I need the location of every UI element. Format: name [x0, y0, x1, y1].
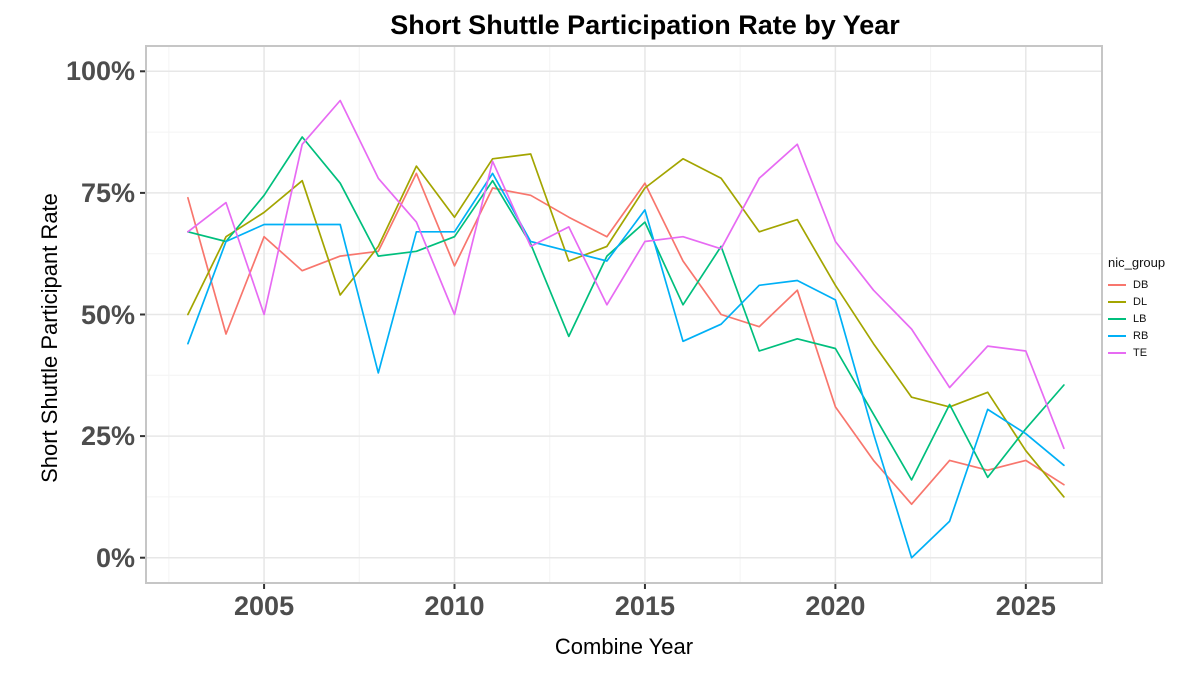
series-line-RB — [187, 172, 1065, 559]
legend-label: LB — [1133, 312, 1147, 325]
legend-item-LB: LB — [1108, 310, 1165, 327]
legend-key-line-DL — [1108, 300, 1126, 303]
legend-label: TE — [1133, 346, 1148, 359]
legend-key-line-RB — [1108, 334, 1126, 337]
panel-border — [145, 45, 1103, 584]
legend-item-TE: TE — [1108, 344, 1165, 361]
legend-title: nic_group — [1108, 255, 1166, 270]
x-tick-label: 2005 — [234, 591, 295, 621]
legend-item-DL: DL — [1108, 293, 1165, 310]
legend-key-line-TE — [1108, 351, 1126, 354]
legend-label: DL — [1133, 295, 1148, 308]
series-line-LB — [187, 136, 1065, 481]
x-axis-title: Combine Year — [554, 634, 694, 659]
series-line-DL — [187, 153, 1065, 498]
legend: nic_group DB DL LB RB TE — [1108, 255, 1165, 361]
y-tick-label: 75% — [80, 177, 135, 208]
legend-label: RB — [1133, 329, 1149, 342]
y-tick-label: 100% — [65, 56, 135, 87]
legend-item-RB: RB — [1108, 327, 1165, 344]
x-tick-label: 2025 — [995, 591, 1056, 621]
chart-title: Short Shuttle Participation Rate by Year — [390, 10, 900, 40]
x-tick-label: 2010 — [424, 591, 485, 621]
y-axis-title: Short Shuttle Participant Rate — [37, 193, 62, 483]
legend-key-line-DB — [1108, 283, 1126, 286]
legend-item-DB: DB — [1108, 276, 1165, 293]
legend-items: DB DL LB RB TE — [1108, 276, 1165, 361]
legend-label: DB — [1133, 278, 1149, 291]
series-line-TE — [187, 99, 1065, 450]
y-tick-label: 0% — [95, 542, 135, 573]
series-line-DB — [187, 172, 1065, 506]
legend-key-line-LB — [1108, 317, 1126, 320]
x-tick-label: 2015 — [614, 591, 675, 621]
x-tick-label: 2020 — [805, 591, 866, 621]
y-tick-label: 50% — [80, 299, 135, 330]
y-tick-label: 25% — [80, 421, 135, 452]
